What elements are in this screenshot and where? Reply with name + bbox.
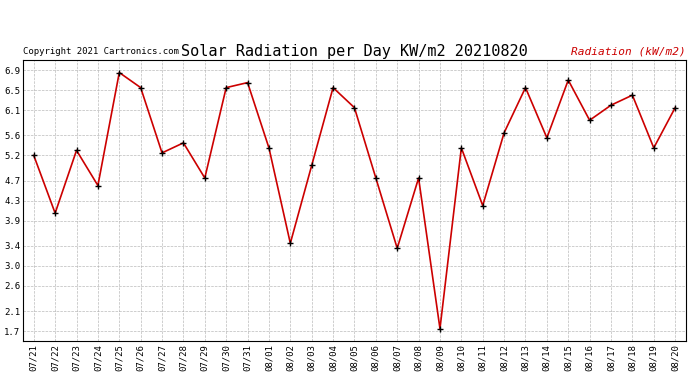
Text: Copyright 2021 Cartronics.com: Copyright 2021 Cartronics.com — [23, 47, 179, 56]
Text: Radiation (kW/m2): Radiation (kW/m2) — [571, 46, 686, 56]
Title: Solar Radiation per Day KW/m2 20210820: Solar Radiation per Day KW/m2 20210820 — [181, 44, 528, 59]
